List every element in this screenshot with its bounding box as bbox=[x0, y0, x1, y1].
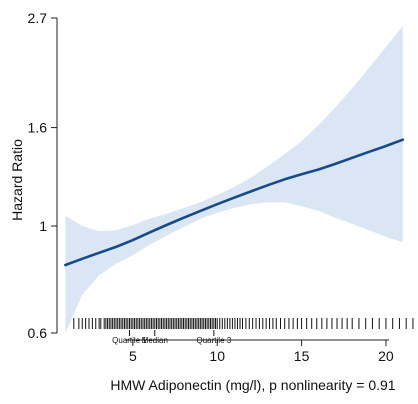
y-tick-label: 2.7 bbox=[28, 10, 48, 26]
x-axis-label: HMW Adiponectin (mg/l), p nonlinearity =… bbox=[110, 377, 395, 393]
y-tick-label: 0.6 bbox=[28, 325, 48, 341]
hazard-ratio-line bbox=[64, 138, 405, 267]
spline-line-layer bbox=[64, 138, 405, 267]
y-axis-label: Hazard Ratio bbox=[9, 139, 25, 221]
x-tick-label: 15 bbox=[294, 348, 310, 364]
y-axis-ticks: 0.6 1 1.6 2.7 bbox=[28, 10, 57, 341]
quantile-label: Median bbox=[142, 336, 168, 345]
confidence-band-layer bbox=[65, 25, 403, 334]
quantile-label: Quartile 3 bbox=[197, 336, 232, 345]
quantile-label: Quartile 1 bbox=[112, 336, 147, 345]
y-tick-label: 1 bbox=[39, 218, 47, 234]
rug-layer bbox=[73, 318, 414, 329]
x-tick-label: 10 bbox=[209, 348, 225, 364]
x-tick-label: 20 bbox=[378, 348, 394, 364]
x-axis-ticks: 5 10 15 20 bbox=[129, 340, 394, 364]
y-tick-label: 1.6 bbox=[28, 120, 48, 136]
x-tick-label: 5 bbox=[129, 348, 137, 364]
confidence-band bbox=[65, 25, 403, 334]
